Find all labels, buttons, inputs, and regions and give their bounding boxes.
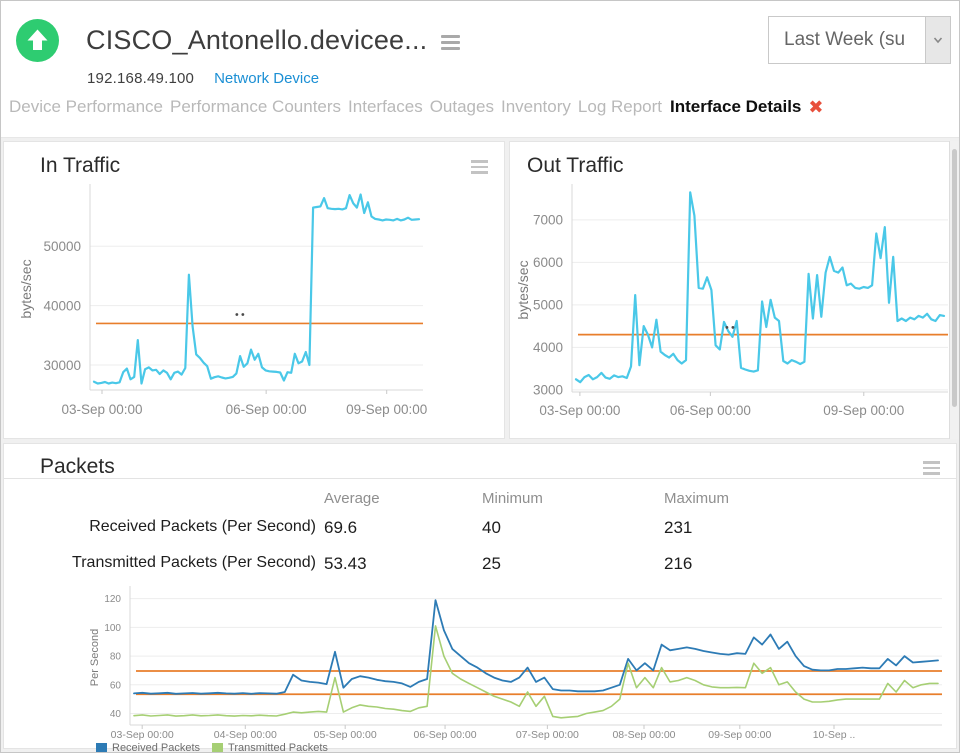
- traffic-charts-row: In Traffic 30000 40000 50000 03-Sep 00:00 06…: [1, 138, 959, 439]
- tab-log-report[interactable]: Log Report: [577, 97, 663, 116]
- svg-text:03-Sep 00:00: 03-Sep 00:00: [111, 729, 174, 741]
- svg-text:6000: 6000: [533, 255, 563, 270]
- packets-legend: Received Packets Transmitted Packets: [96, 742, 956, 753]
- legend-item-transmitted: Transmitted Packets: [212, 742, 328, 753]
- svg-text:08-Sep 00:00: 08-Sep 00:00: [612, 729, 675, 741]
- svg-text:04-Sep 00:00: 04-Sep 00:00: [214, 729, 277, 741]
- tab-interfaces[interactable]: Interfaces: [348, 97, 423, 116]
- col-header-average: Average: [324, 490, 380, 507]
- svg-text:09-Sep 00:00: 09-Sep 00:00: [708, 729, 771, 741]
- tab-interface-details-active: Interface Details: [670, 97, 802, 116]
- svg-text:30000: 30000: [43, 358, 81, 373]
- packets-menu-icon[interactable]: [923, 455, 940, 478]
- tab-device-performance[interactable]: Device Performance: [9, 97, 164, 116]
- transmitted-swatch-icon: [212, 742, 224, 752]
- packets-panel: Packets Average Minimum Maximum Received…: [3, 443, 957, 752]
- row-label-transmitted: Transmitted Packets (Per Second): [72, 554, 316, 571]
- in-traffic-title: In Traffic: [40, 154, 121, 177]
- svg-text:10-Sep ..: 10-Sep ..: [813, 729, 856, 741]
- svg-text:3000: 3000: [533, 383, 563, 398]
- svg-text:60: 60: [110, 680, 122, 691]
- svg-text:100: 100: [104, 623, 121, 634]
- packets-stats-table: Average Minimum Maximum Received Packets…: [4, 479, 956, 582]
- time-period-select[interactable]: Last Week (su: [768, 16, 951, 64]
- svg-text:03-Sep 00:00: 03-Sep 00:00: [539, 403, 620, 418]
- out-traffic-chart: 3000 4000 5000 6000 7000 03-Sep 00:00 06-Sep 0…: [515, 184, 948, 418]
- svg-text:09-Sep 00:00: 09-Sep 00:00: [346, 402, 427, 417]
- col-header-maximum: Maximum: [664, 490, 730, 507]
- device-menu-icon[interactable]: [441, 31, 461, 50]
- tab-outages[interactable]: Outages: [429, 97, 494, 116]
- close-tab-icon[interactable]: ✖: [808, 97, 824, 117]
- time-period-value: Last Week (su: [784, 29, 906, 50]
- transmitted-minimum: 25: [482, 554, 501, 573]
- packets-title: Packets: [40, 455, 115, 478]
- svg-text:80: 80: [110, 652, 122, 663]
- svg-text:06-Sep 00:00: 06-Sep 00:00: [226, 402, 307, 417]
- received-minimum: 40: [482, 518, 501, 537]
- svg-text:4000: 4000: [533, 340, 563, 355]
- svg-text:06-Sep 00:00: 06-Sep 00:00: [414, 729, 477, 741]
- in-traffic-chart: 30000 40000 50000 03-Sep 00:00 06-Sep 00:00 0…: [18, 184, 427, 417]
- tab-inventory[interactable]: Inventory: [500, 97, 571, 116]
- row-label-received: Received Packets (Per Second): [89, 518, 316, 535]
- tab-performance-counters[interactable]: Performance Counters: [170, 97, 342, 116]
- device-ip: 192.168.49.100: [87, 70, 195, 87]
- table-corner-cell: [4, 484, 324, 510]
- scrollbar[interactable]: [949, 141, 959, 439]
- transmitted-maximum: 216: [664, 554, 693, 573]
- received-average: 69.6: [324, 518, 358, 537]
- device-tabs: Device Performance Performance Counters …: [1, 87, 959, 117]
- page-title: CISCO_Antonello.devicee...: [86, 24, 428, 55]
- in-traffic-menu-icon[interactable]: [471, 154, 488, 174]
- svg-text:5000: 5000: [533, 298, 563, 313]
- in-traffic-panel: In Traffic 30000 40000 50000 03-Sep 00:00 06…: [3, 141, 505, 439]
- received-swatch-icon: [96, 742, 107, 752]
- out-traffic-panel: Out Traffic 3000 4000 5000 6000 7000 03-Sep 0…: [509, 141, 957, 439]
- legend-label-received: Received Packets: [112, 742, 201, 753]
- svg-text:40: 40: [110, 709, 122, 720]
- svg-text:05-Sep 00:00: 05-Sep 00:00: [314, 729, 377, 741]
- device-type-link[interactable]: Network Device: [214, 70, 320, 87]
- svg-text:bytes/sec: bytes/sec: [515, 260, 531, 319]
- svg-text:09-Sep 00:00: 09-Sep 00:00: [823, 403, 904, 418]
- received-maximum: 231: [664, 518, 693, 537]
- device-header: CISCO_Antonello.devicee... Last Week (su…: [1, 1, 959, 138]
- packets-chart: 40 60 80 100 120 03-Sep 00:00 04-Sep 00:00 05-S…: [89, 586, 942, 741]
- svg-text:06-Sep 00:00: 06-Sep 00:00: [670, 403, 751, 418]
- col-header-minimum: Minimum: [482, 490, 543, 507]
- svg-text:50000: 50000: [43, 239, 81, 254]
- svg-text:bytes/sec: bytes/sec: [18, 259, 34, 318]
- svg-text:07-Sep 00:00: 07-Sep 00:00: [516, 729, 579, 741]
- svg-text:03-Sep 00:00: 03-Sep 00:00: [61, 402, 142, 417]
- svg-text:Per Second: Per Second: [89, 629, 101, 686]
- device-status-up-icon: [16, 18, 59, 62]
- svg-text:7000: 7000: [533, 213, 563, 228]
- legend-item-received: Received Packets: [96, 742, 201, 753]
- scrollbar-thumb[interactable]: [951, 149, 957, 407]
- out-traffic-title: Out Traffic: [527, 154, 624, 177]
- svg-text:40000: 40000: [43, 298, 81, 313]
- transmitted-average: 53.43: [324, 554, 367, 573]
- chevron-down-icon: [925, 17, 950, 63]
- svg-text:120: 120: [104, 594, 121, 605]
- legend-label-transmitted: Transmitted Packets: [228, 742, 328, 753]
